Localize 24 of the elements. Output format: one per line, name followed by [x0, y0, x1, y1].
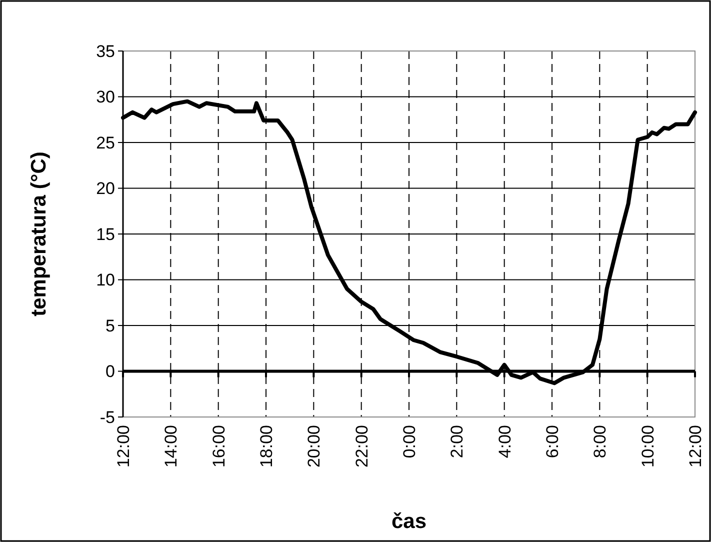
x-tick-label: 10:00	[638, 425, 658, 468]
x-tick-label: 6:00	[542, 425, 562, 458]
y-tick-label: 30	[96, 88, 115, 107]
y-tick-label: 20	[96, 179, 115, 198]
x-tick-label: 14:00	[162, 425, 181, 468]
x-tick-label: 16:00	[209, 425, 228, 468]
x-tick-label: 18:00	[256, 425, 276, 468]
x-tick-label: 8:00	[590, 425, 610, 458]
x-tick-label: 4:00	[495, 425, 514, 458]
y-tick-label: -5	[100, 408, 115, 427]
y-tick-label: 0	[106, 362, 115, 382]
y-tick-label: 15	[96, 224, 115, 244]
x-tick-label: 12:00	[114, 425, 133, 468]
x-tick-label: 22:00	[352, 425, 372, 468]
x-tick-label: 2:00	[448, 425, 467, 458]
y-tick-label: 25	[96, 133, 115, 152]
x-tick-label: 20:00	[304, 425, 324, 468]
x-axis-title: čas	[391, 510, 427, 533]
x-tick-label: 0:00	[400, 425, 419, 458]
x-tick-label: 12:00	[686, 425, 705, 468]
y-tick-label: 5	[106, 316, 115, 336]
y-tick-label: 10	[96, 270, 115, 290]
y-tick-label: 35	[96, 42, 115, 61]
y-axis-title: temperatura (°C)	[27, 152, 50, 316]
